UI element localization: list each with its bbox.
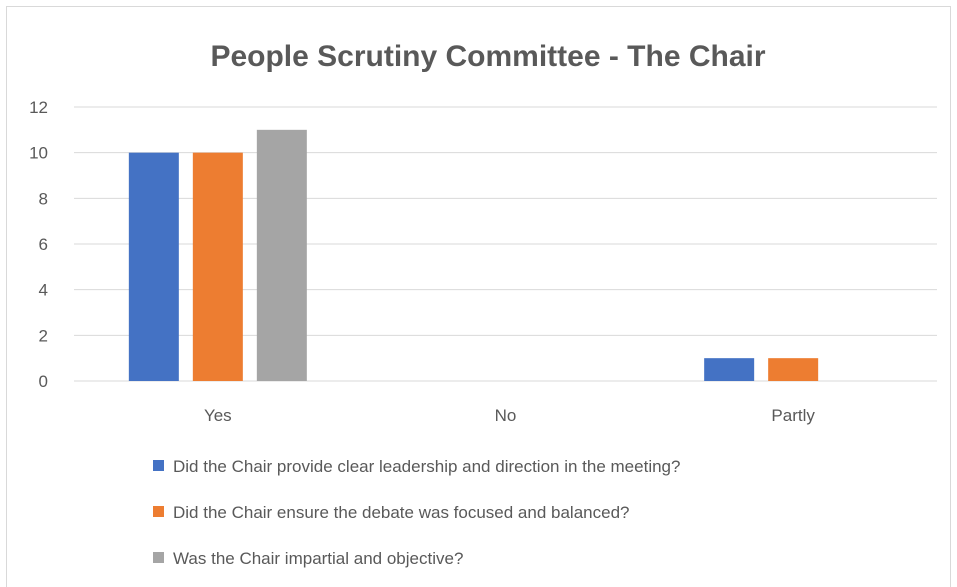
legend: Did the Chair provide clear leadership a… [153, 457, 680, 568]
legend-swatch [153, 552, 164, 563]
legend-entry: Did the Chair provide clear leadership a… [173, 457, 680, 476]
y-tick-label: 12 [29, 98, 48, 117]
legend-entry: Did the Chair ensure the debate was focu… [173, 503, 629, 522]
legend-swatch [153, 506, 164, 517]
bar-yes-series-1 [128, 152, 179, 381]
y-tick-label: 6 [39, 235, 48, 254]
y-tick-label: 8 [39, 189, 48, 208]
y-axis-ticks: 0 2 4 6 8 10 12 [29, 98, 48, 391]
legend-entry: Was the Chair impartial and objective? [173, 549, 463, 568]
y-tick-label: 10 [29, 144, 48, 163]
x-tick-label-no: No [495, 406, 517, 425]
x-tick-label-yes: Yes [204, 406, 232, 425]
y-tick-label: 0 [39, 372, 48, 391]
y-tick-label: 4 [39, 281, 48, 300]
bar-partly-series-1 [704, 358, 755, 381]
x-axis-ticks: Yes No Partly [204, 406, 815, 425]
chart-title: People Scrutiny Committee - The Chair [210, 40, 765, 73]
bars [128, 129, 819, 381]
bar-yes-series-3 [256, 129, 307, 381]
legend-swatch [153, 460, 164, 471]
bar-partly-series-2 [768, 358, 819, 381]
x-tick-label-partly: Partly [771, 406, 815, 425]
bar-yes-series-2 [192, 152, 243, 381]
y-tick-label: 2 [39, 326, 48, 345]
